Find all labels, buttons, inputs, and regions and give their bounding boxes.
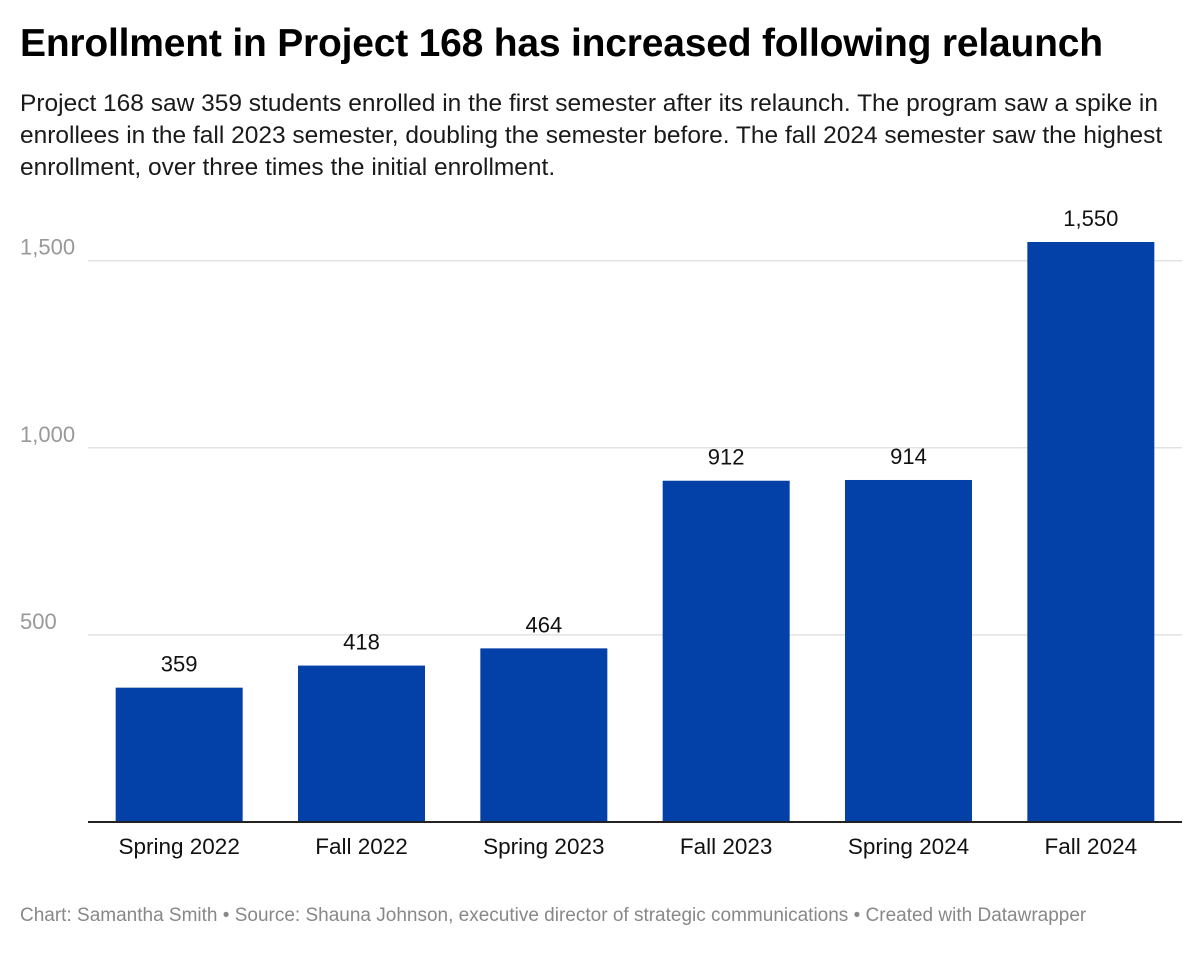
footer-credit: Chart: Samantha Smith: [20, 905, 218, 926]
y-tick-label: 1,500: [20, 235, 75, 260]
bar-value-label: 914: [890, 444, 927, 469]
x-tick-label: Fall 2023: [680, 834, 773, 859]
bar-value-label: 912: [708, 445, 745, 470]
footer-separator: •: [853, 905, 861, 926]
bar: [115, 687, 243, 822]
bar-value-label: 359: [161, 652, 198, 677]
bar: [298, 665, 425, 822]
footer-source: Source: Shauna Johnson, executive direct…: [234, 905, 849, 926]
x-tick-label: Spring 2023: [483, 834, 604, 859]
bar-value-label: 1,550: [1063, 206, 1118, 231]
x-tick-label: Fall 2024: [1045, 834, 1138, 859]
y-tick-label: 500: [20, 609, 57, 634]
bar-chart: 500 1,000 1,500 359 Spring 2022 418 Fall 2022 4…: [20, 206, 1182, 859]
footer-created: Created with Datawrapper: [865, 905, 1087, 926]
x-tick-label: Spring 2022: [118, 834, 239, 859]
bar-value-label: 464: [525, 612, 562, 637]
chart-footer: Chart: Samantha Smith • Source: Shauna J…: [20, 903, 1170, 928]
bar: [480, 648, 608, 822]
y-tick-label: 1,000: [20, 422, 75, 447]
footer-separator: •: [222, 905, 230, 926]
chart-title: Enrollment in Project 168 has increased …: [20, 22, 1103, 65]
x-tick-label: Fall 2022: [315, 834, 408, 859]
bar-value-label: 418: [343, 630, 380, 655]
bar: [662, 480, 790, 822]
bar: [845, 479, 972, 822]
chart-subtitle: Project 168 saw 359 students enrolled in…: [20, 90, 1163, 181]
bar: [1027, 241, 1155, 823]
x-tick-label: Spring 2024: [848, 834, 969, 859]
